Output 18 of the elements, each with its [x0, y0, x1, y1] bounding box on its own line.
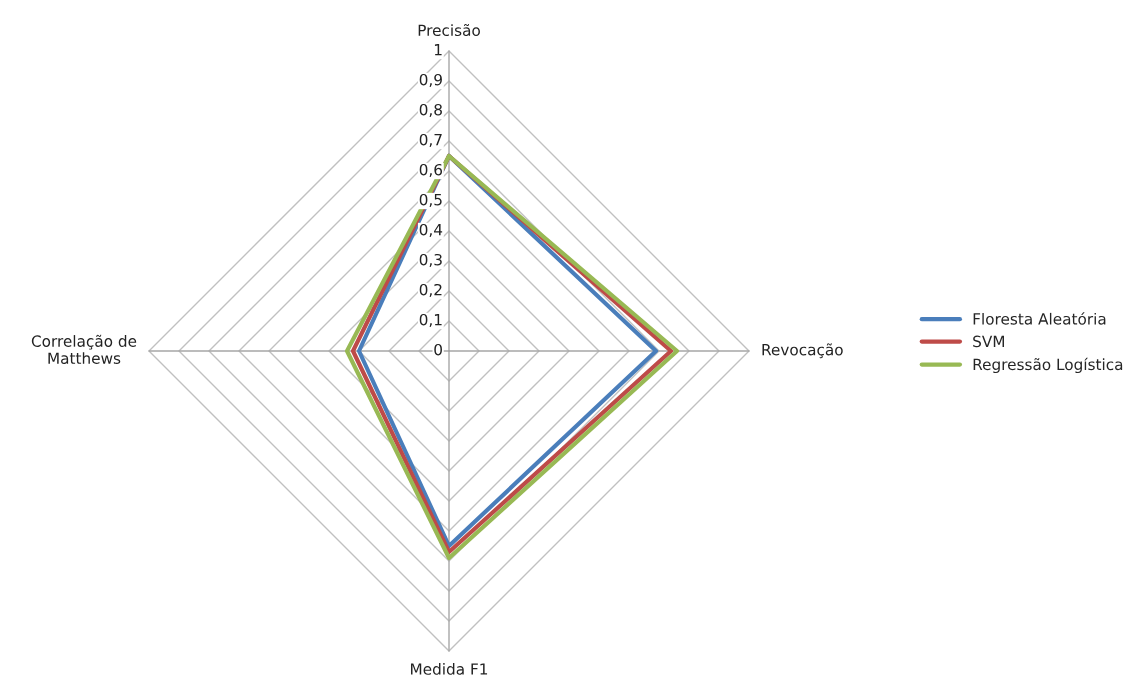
- y-tick-label: 0: [434, 343, 442, 356]
- y-tick-label: 0,3: [419, 253, 442, 267]
- y-tick-label: 0,8: [419, 103, 442, 117]
- y-tick-label: 0,6: [419, 163, 443, 177]
- y-tick-label: 0,5: [419, 193, 442, 207]
- spoke-label: Precisão: [418, 23, 480, 37]
- legend-label: Floresta Aleatória: [973, 312, 1106, 325]
- spoke-label: Revocação: [762, 343, 843, 359]
- y-tick-label: 0,2: [419, 283, 442, 297]
- legend-label: SVM: [973, 335, 1005, 348]
- legend-label: Regressão Logística: [973, 357, 1123, 374]
- y-tick-label: 0,7: [419, 133, 442, 147]
- spoke-label: Correlação de Matthews: [31, 334, 137, 364]
- spoke-label: Medida F1: [411, 663, 488, 675]
- y-tick-label: 1: [434, 44, 442, 56]
- y-tick-label: 0,4: [419, 223, 443, 237]
- y-tick-label: 0,1: [419, 313, 442, 327]
- y-tick-label: 0,9: [419, 73, 442, 87]
